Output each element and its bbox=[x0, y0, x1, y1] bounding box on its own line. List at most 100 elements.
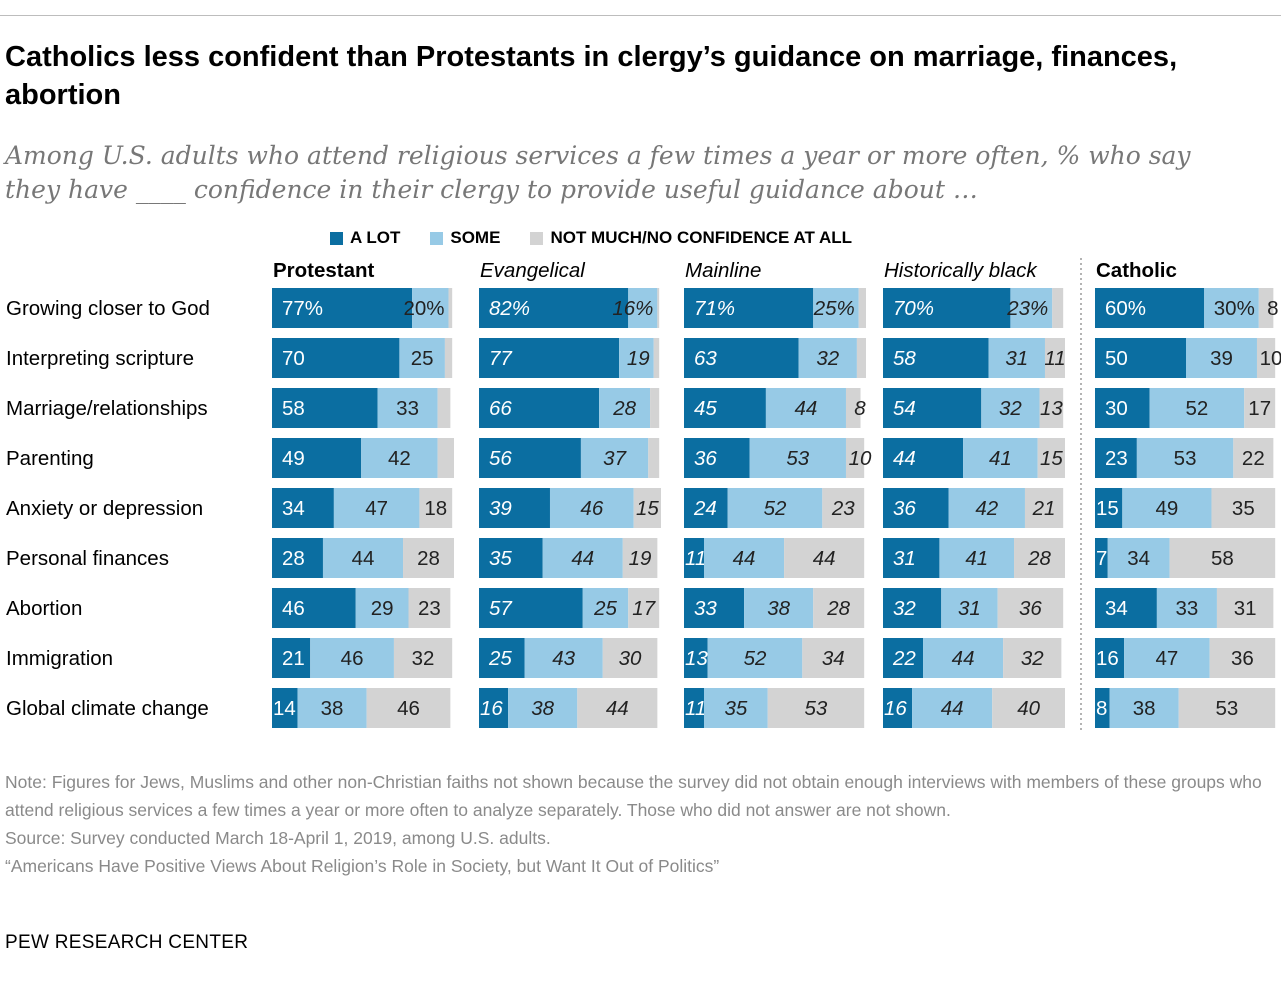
bar-evangelical-interpreting-scripture-not-much-no-confidence-at-all bbox=[653, 338, 660, 378]
bar-catholic-growing-closer-to-god-a-lot bbox=[1095, 288, 1205, 328]
bar-evangelical-parenting-not-much-no-confidence-at-all bbox=[648, 438, 660, 478]
bar-protestant-global-climate-change-not-much-no-confidence-at-all bbox=[366, 688, 451, 728]
value-label-protestant-abortion-a-lot: 46 bbox=[282, 597, 305, 620]
bar-catholic-abortion-some bbox=[1156, 588, 1217, 628]
bar-protestant-global-climate-change-a-lot bbox=[272, 688, 298, 728]
value-label-mainline-abortion-some: 38 bbox=[767, 597, 790, 620]
value-label-historically-black-growing-closer-to-god-a-lot: 70% bbox=[893, 297, 934, 320]
bar-protestant-parenting-a-lot bbox=[272, 438, 362, 478]
value-label-mainline-abortion-a-lot: 33 bbox=[694, 597, 717, 620]
bar-historically-black-immigration-some bbox=[923, 638, 1004, 678]
value-label-catholic-immigration-not-much-no-confidence-at-all: 36 bbox=[1231, 647, 1254, 670]
bar-historically-black-growing-closer-to-god-some bbox=[1010, 288, 1053, 328]
bar-evangelical-growing-closer-to-god-a-lot bbox=[479, 288, 629, 328]
value-label-catholic-abortion-some: 33 bbox=[1176, 597, 1199, 620]
bar-mainline-growing-closer-to-god-some bbox=[813, 288, 859, 328]
value-label-protestant-global-climate-change-not-much-no-confidence-at-all: 46 bbox=[397, 697, 420, 720]
bar-historically-black-personal-finances-a-lot bbox=[883, 538, 940, 578]
value-label-mainline-anxiety-or-depression-not-much-no-confidence-at-all: 23 bbox=[831, 497, 855, 520]
value-label-historically-black-abortion-a-lot: 32 bbox=[893, 597, 916, 620]
bar-evangelical-immigration-not-much-no-confidence-at-all bbox=[602, 638, 658, 678]
legend-swatch-some bbox=[430, 231, 444, 245]
bar-mainline-abortion-a-lot bbox=[684, 588, 745, 628]
bar-mainline-immigration-a-lot bbox=[684, 638, 708, 678]
value-label-protestant-personal-finances-a-lot: 28 bbox=[282, 547, 305, 570]
bar-protestant-growing-closer-to-god-not-much-no-confidence-at-all bbox=[448, 288, 453, 328]
value-label-historically-black-interpreting-scripture-some: 31 bbox=[1005, 347, 1028, 370]
value-label-historically-black-global-climate-change-some: 44 bbox=[941, 697, 964, 720]
bar-protestant-marriage-relationships-a-lot bbox=[272, 388, 378, 428]
value-label-evangelical-growing-closer-to-god-some: 16% bbox=[612, 297, 653, 320]
bar-mainline-marriage-relationships-a-lot bbox=[684, 388, 766, 428]
bar-catholic-global-climate-change-a-lot bbox=[1095, 688, 1110, 728]
value-label-historically-black-global-climate-change-a-lot: 16 bbox=[884, 697, 907, 720]
panel-header-evangelical: Evangelical bbox=[480, 259, 586, 282]
bar-evangelical-abortion-some bbox=[582, 588, 629, 628]
bar-catholic-growing-closer-to-god-not-much-no-confidence-at-all bbox=[1258, 288, 1274, 328]
bar-evangelical-marriage-relationships-some bbox=[599, 388, 651, 428]
bar-historically-black-growing-closer-to-god-not-much-no-confidence-at-all bbox=[1052, 288, 1064, 328]
legend-item-some: SOME bbox=[430, 228, 500, 248]
bar-catholic-interpreting-scripture-a-lot bbox=[1095, 338, 1186, 378]
value-label-protestant-personal-finances-not-much-no-confidence-at-all: 28 bbox=[417, 547, 440, 570]
bar-catholic-growing-closer-to-god-some bbox=[1204, 288, 1259, 328]
value-label-mainline-marriage-relationships-some: 44 bbox=[795, 397, 818, 420]
value-label-mainline-growing-closer-to-god-a-lot: 71% bbox=[694, 297, 735, 320]
bar-mainline-parenting-some bbox=[749, 438, 846, 478]
value-label-catholic-interpreting-scripture-some: 39 bbox=[1210, 347, 1233, 370]
value-label-catholic-interpreting-scripture-a-lot: 50 bbox=[1105, 347, 1128, 370]
value-label-protestant-abortion-some: 29 bbox=[371, 597, 394, 620]
value-label-catholic-growing-closer-to-god-some: 30% bbox=[1214, 297, 1255, 320]
legend-swatch-not-much bbox=[530, 231, 544, 245]
value-label-evangelical-global-climate-change-a-lot: 16 bbox=[480, 697, 503, 720]
bar-protestant-growing-closer-to-god-some bbox=[412, 288, 449, 328]
bar-protestant-anxiety-or-depression-a-lot bbox=[272, 488, 334, 528]
value-label-protestant-anxiety-or-depression-not-much-no-confidence-at-all: 18 bbox=[424, 497, 447, 520]
bar-catholic-marriage-relationships-not-much-no-confidence-at-all bbox=[1244, 388, 1276, 428]
bar-catholic-immigration-some bbox=[1124, 638, 1210, 678]
value-label-historically-black-marriage-relationships-some: 32 bbox=[999, 397, 1022, 420]
bar-catholic-abortion-not-much-no-confidence-at-all bbox=[1216, 588, 1274, 628]
bar-protestant-parenting-some bbox=[361, 438, 438, 478]
bar-protestant-interpreting-scripture-some bbox=[399, 338, 445, 378]
bar-catholic-marriage-relationships-some bbox=[1149, 388, 1245, 428]
bar-historically-black-anxiety-or-depression-a-lot bbox=[883, 488, 949, 528]
value-label-mainline-immigration-some: 52 bbox=[744, 647, 767, 670]
bar-mainline-abortion-not-much-no-confidence-at-all bbox=[813, 588, 865, 628]
bar-evangelical-anxiety-or-depression-some bbox=[549, 488, 634, 528]
bar-mainline-anxiety-or-depression-not-much-no-confidence-at-all bbox=[822, 488, 865, 528]
bar-historically-black-personal-finances-not-much-no-confidence-at-all bbox=[1014, 538, 1065, 578]
panel-header-mainline: Mainline bbox=[685, 259, 761, 282]
legend: A LOT SOME NOT MUCH/NO CONFIDENCE AT ALL bbox=[330, 226, 882, 250]
value-label-catholic-personal-finances-a-lot: 7 bbox=[1096, 547, 1107, 570]
bar-evangelical-personal-finances-a-lot bbox=[479, 538, 543, 578]
bar-evangelical-global-climate-change-not-much-no-confidence-at-all bbox=[577, 688, 658, 728]
bar-evangelical-abortion-not-much-no-confidence-at-all bbox=[628, 588, 660, 628]
bar-evangelical-personal-finances-some bbox=[542, 538, 623, 578]
panel-header-protestant: Protestant bbox=[273, 259, 375, 282]
value-label-historically-black-abortion-some: 31 bbox=[958, 597, 981, 620]
value-label-catholic-growing-closer-to-god-a-lot: 60% bbox=[1105, 297, 1146, 320]
value-label-evangelical-anxiety-or-depression-a-lot: 39 bbox=[489, 497, 512, 520]
bar-evangelical-immigration-some bbox=[524, 638, 603, 678]
value-label-mainline-abortion-not-much-no-confidence-at-all: 28 bbox=[826, 597, 850, 620]
bar-historically-black-interpreting-scripture-not-much-no-confidence-at-all bbox=[1044, 338, 1065, 378]
value-label-evangelical-abortion-a-lot: 57 bbox=[489, 597, 513, 620]
bar-historically-black-anxiety-or-depression-not-much-no-confidence-at-all bbox=[1024, 488, 1064, 528]
value-label-mainline-personal-finances-some: 44 bbox=[733, 547, 756, 570]
bar-protestant-abortion-some bbox=[355, 588, 409, 628]
value-label-catholic-global-climate-change-some: 38 bbox=[1133, 697, 1156, 720]
bar-protestant-interpreting-scripture-a-lot bbox=[272, 338, 400, 378]
value-label-mainline-interpreting-scripture-some: 32 bbox=[816, 347, 839, 370]
bar-protestant-parenting-not-much-no-confidence-at-all bbox=[437, 438, 454, 478]
value-label-historically-black-interpreting-scripture-not-much-no-confidence-at-all: 11 bbox=[1044, 347, 1065, 370]
category-label-interpreting-scripture: Interpreting scripture bbox=[6, 347, 194, 370]
bar-mainline-marriage-relationships-not-much-no-confidence-at-all bbox=[845, 388, 861, 428]
bar-historically-black-global-climate-change-some bbox=[912, 688, 993, 728]
notes-block: Note: Figures for Jews, Muslims and othe… bbox=[5, 768, 1265, 880]
value-label-catholic-parenting-a-lot: 23 bbox=[1105, 447, 1128, 470]
bar-catholic-immigration-not-much-no-confidence-at-all bbox=[1209, 638, 1276, 678]
value-label-mainline-personal-finances-not-much-no-confidence-at-all: 44 bbox=[813, 547, 836, 570]
value-label-mainline-interpreting-scripture-a-lot: 63 bbox=[694, 347, 717, 370]
bar-mainline-interpreting-scripture-some bbox=[798, 338, 857, 378]
